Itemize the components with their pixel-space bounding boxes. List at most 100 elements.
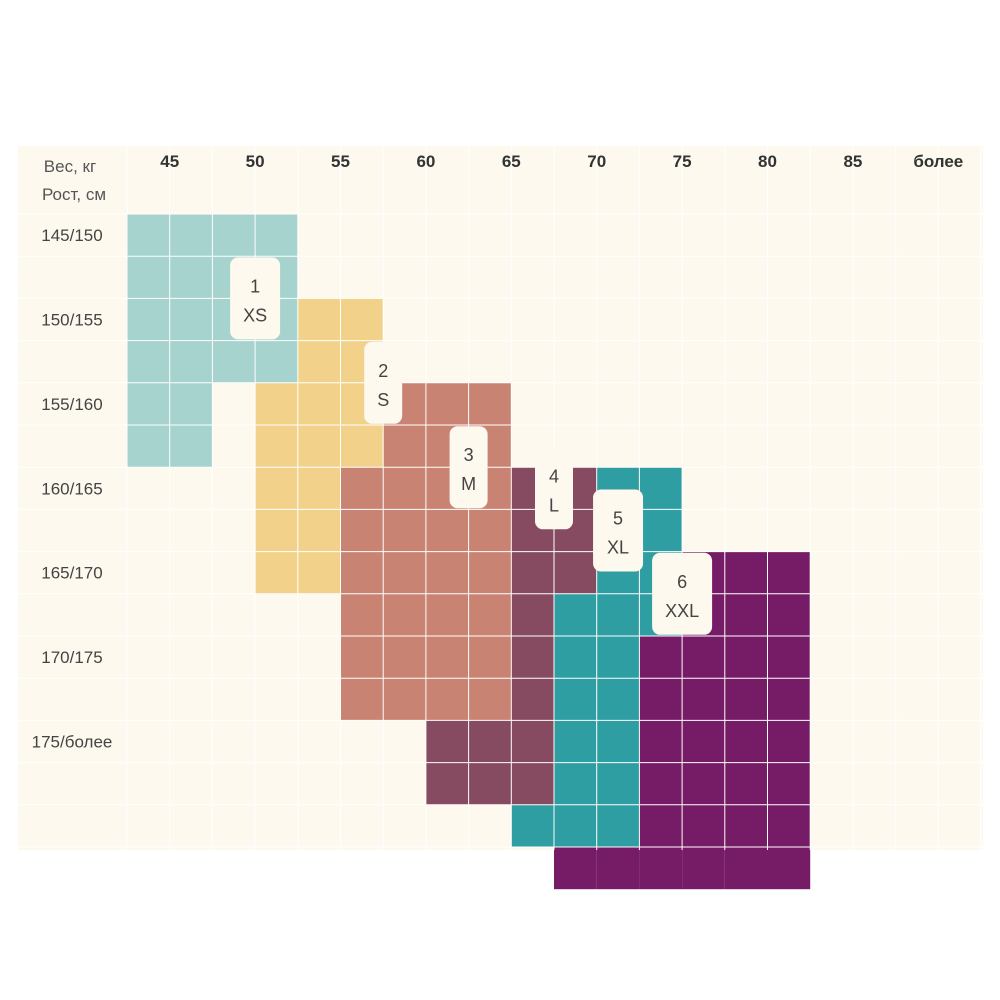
- size-cell-l: [511, 720, 554, 763]
- size-cell-xl: [554, 720, 597, 763]
- size-cell-xxl: [639, 762, 683, 805]
- gridlines-layer: [18, 146, 983, 850]
- size-cell-l: [511, 636, 554, 679]
- row-label: 165/170: [41, 564, 102, 583]
- size-cell-xxl: [724, 593, 768, 636]
- size-cell-l: [554, 551, 597, 594]
- size-cell-xxl: [596, 847, 640, 890]
- size-number: 2: [378, 361, 388, 381]
- size-cell-xs: [169, 298, 213, 341]
- size-cell-m: [468, 509, 512, 552]
- size-cell-m: [383, 636, 426, 679]
- size-cell-l: [468, 762, 512, 805]
- column-label: 45: [160, 152, 179, 171]
- row-label: 170/175: [41, 648, 102, 667]
- size-cell-m: [468, 593, 512, 636]
- size-cell-xl: [596, 593, 640, 636]
- size-label-l: 4L: [535, 447, 573, 530]
- row-label: 175/более: [32, 733, 113, 752]
- size-cell-xxl: [639, 636, 683, 679]
- size-cell-xxl: [767, 551, 811, 594]
- size-label-xs: 1 XS: [230, 257, 281, 340]
- size-number: 4: [549, 466, 559, 486]
- size-cell-s: [255, 509, 298, 552]
- size-code: XXL: [665, 601, 699, 621]
- column-label: 80: [758, 152, 777, 171]
- size-cell-m: [340, 593, 384, 636]
- size-code: XL: [607, 538, 629, 558]
- row-label: 155/160: [41, 395, 102, 414]
- size-label-card: [652, 552, 713, 635]
- size-cell-m: [340, 636, 384, 679]
- size-cell-s: [340, 425, 384, 468]
- column-label: 65: [502, 152, 521, 171]
- size-cell-xl: [639, 509, 683, 552]
- size-cell-xxl: [682, 636, 725, 679]
- size-cell-xxl: [682, 678, 725, 721]
- size-cell-l: [425, 720, 469, 763]
- size-cell-xs: [127, 298, 170, 341]
- size-cell-m: [425, 593, 469, 636]
- size-cell-l: [511, 678, 554, 721]
- size-cell-s: [297, 298, 341, 341]
- size-cell-s: [255, 551, 298, 594]
- column-label: более: [913, 152, 963, 171]
- size-cell-xs: [169, 382, 213, 425]
- size-cell-l: [511, 551, 554, 594]
- size-cell-m: [425, 382, 469, 425]
- size-cell-xxl: [639, 678, 683, 721]
- size-cell-xxl: [682, 720, 725, 763]
- size-cell-m: [383, 425, 426, 468]
- size-number: 6: [677, 572, 687, 592]
- column-label: 50: [246, 152, 265, 171]
- row-label: 145/150: [41, 226, 102, 245]
- size-label-card: [535, 447, 573, 530]
- size-cell-xl: [596, 636, 640, 679]
- size-cell-l: [468, 720, 512, 763]
- size-cell-xxl: [724, 678, 768, 721]
- size-cell-m: [340, 551, 384, 594]
- size-cell-xs: [255, 340, 298, 383]
- size-cell-s: [297, 551, 341, 594]
- size-cell-xl: [554, 678, 597, 721]
- column-label: 55: [331, 152, 350, 171]
- size-cell-m: [425, 636, 469, 679]
- size-cell-m: [340, 467, 384, 510]
- size-cell-m: [340, 509, 384, 552]
- size-cell-xs: [212, 340, 256, 383]
- column-labels: 45 50 55 60 65 70 75 80 85 более: [160, 152, 963, 171]
- size-cell-xxl: [639, 847, 683, 890]
- size-code: L: [549, 495, 559, 515]
- size-cell-s: [297, 340, 341, 383]
- size-cell-xs: [169, 340, 213, 383]
- size-label-m: 3M: [449, 426, 488, 509]
- size-number: 3: [464, 445, 474, 465]
- size-number: 1: [250, 276, 260, 296]
- size-cell-xxl: [639, 804, 683, 847]
- size-cell-s: [255, 467, 298, 510]
- size-cell-xs: [255, 214, 298, 257]
- size-number: 5: [613, 509, 623, 529]
- size-cell-s: [297, 509, 341, 552]
- size-cell-m: [468, 678, 512, 721]
- size-cell-s: [297, 382, 341, 425]
- size-cell-xxl: [767, 804, 811, 847]
- size-cell-xxl: [682, 847, 725, 890]
- size-cell-s: [340, 298, 384, 341]
- size-cell-xl: [596, 678, 640, 721]
- size-cell-l: [425, 762, 469, 805]
- size-cell-xl: [554, 636, 597, 679]
- column-label: 75: [673, 152, 692, 171]
- row-label: 150/155: [41, 311, 102, 330]
- size-label-card: [230, 257, 281, 340]
- column-label: 85: [843, 152, 862, 171]
- size-label-card: [364, 341, 403, 424]
- size-cell-xs: [169, 425, 213, 468]
- size-cell-l: [511, 593, 554, 636]
- size-cell-m: [383, 467, 426, 510]
- size-cell-xxl: [724, 804, 768, 847]
- size-cell-xl: [596, 720, 640, 763]
- size-cell-m: [383, 678, 426, 721]
- size-cell-m: [383, 593, 426, 636]
